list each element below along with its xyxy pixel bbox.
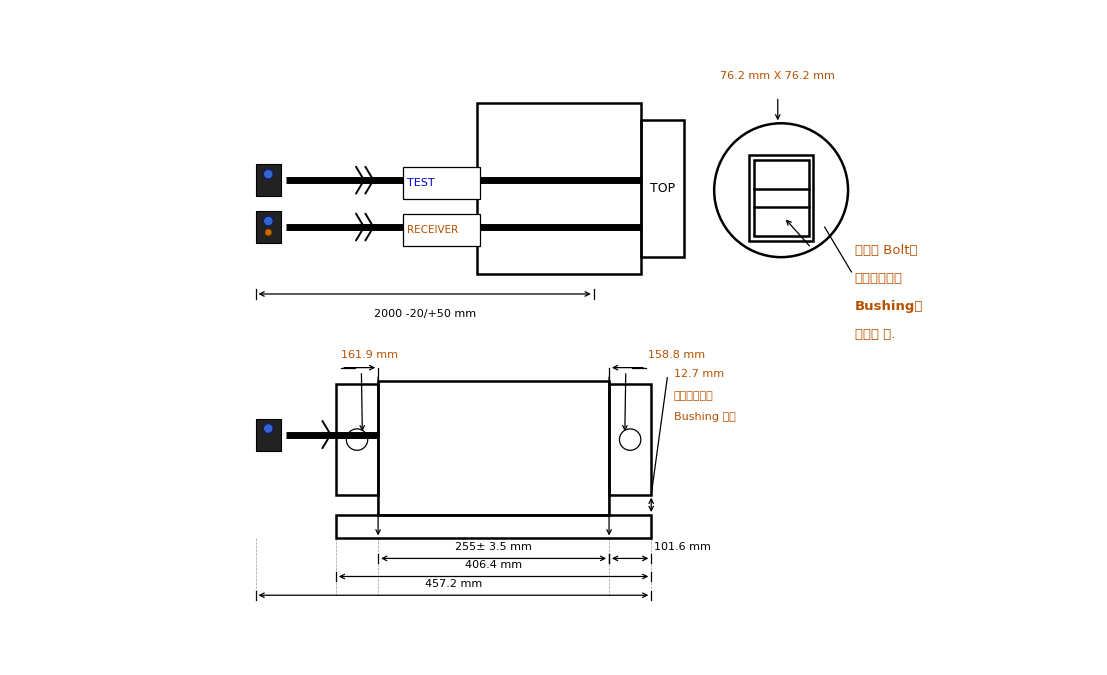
Bar [256,164,281,196]
Text: 설치할 것.: 설치할 것. [855,328,896,342]
Bar [403,214,479,246]
Text: Bushing 내경: Bushing 내경 [674,412,736,422]
Bar [256,418,281,451]
Bar [379,381,609,515]
Text: 76.2 mm X 76.2 mm: 76.2 mm X 76.2 mm [721,71,835,81]
Circle shape [263,424,273,433]
Bar [754,160,808,236]
Text: 2000 -20/+50 mm: 2000 -20/+50 mm [373,308,476,319]
Text: 삽입하기전에: 삽입하기전에 [855,272,902,285]
Text: 255± 3.5 mm: 255± 3.5 mm [455,542,532,551]
Circle shape [265,229,271,236]
Text: 12.7 mm: 12.7 mm [674,369,724,379]
Circle shape [263,216,273,225]
Text: 406.4 mm: 406.4 mm [465,560,523,570]
Text: TEST: TEST [407,178,435,188]
Bar [403,167,479,199]
Bar [256,211,281,243]
Text: 158.8 mm: 158.8 mm [648,350,705,360]
Text: 457.2 mm: 457.2 mm [425,578,482,589]
Text: 101.6 mm: 101.6 mm [654,542,711,551]
Bar [335,384,379,495]
Bar [335,515,651,539]
Text: RECEIVER: RECEIVER [407,225,458,235]
Bar [476,103,641,274]
Circle shape [263,169,273,179]
Text: 161.9 mm: 161.9 mm [341,350,397,360]
Text: TOP: TOP [650,182,675,195]
Text: Bushing을: Bushing을 [855,300,923,313]
Text: 취부용 Bolt를: 취부용 Bolt를 [855,244,918,257]
Bar [749,155,814,241]
Bar [641,120,684,257]
Text: 차량설치기준: 차량설치기준 [674,391,714,401]
Bar [609,384,651,495]
